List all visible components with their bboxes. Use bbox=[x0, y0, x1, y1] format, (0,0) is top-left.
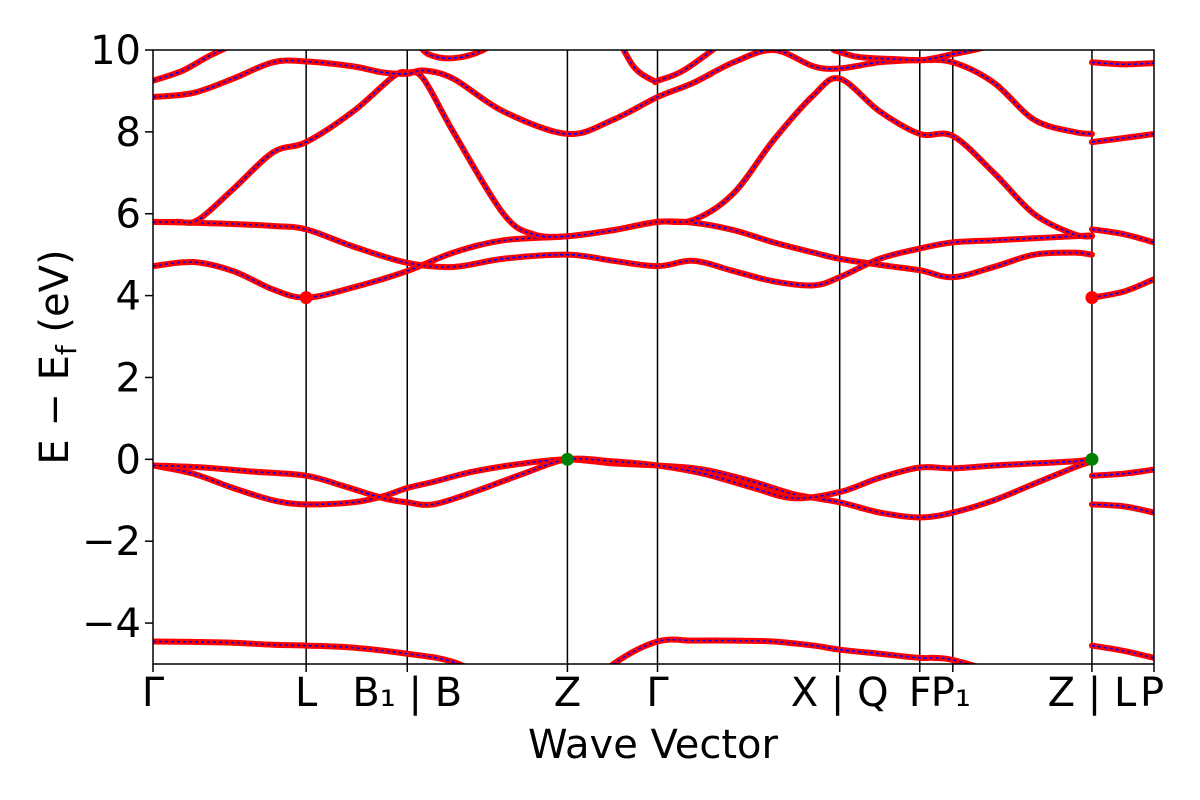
plot-frame bbox=[152, 49, 1155, 665]
x-axis-label: Wave Vector bbox=[528, 722, 779, 768]
band-line-dashed-12 bbox=[153, 50, 486, 82]
x-tick-label-4: Γ bbox=[646, 670, 669, 716]
x-tick-label-6: F bbox=[909, 670, 932, 716]
y-tick-label-0: −4 bbox=[82, 601, 141, 647]
y-tick-label-1: −2 bbox=[82, 519, 141, 565]
x-tick-label-2: B₁ | B bbox=[352, 670, 462, 716]
x-tick-label-5: X | Q bbox=[791, 670, 889, 716]
vbm-point-2 bbox=[560, 452, 574, 466]
y-tick-label-4: 4 bbox=[116, 274, 141, 320]
y-axis-label-main: E − E bbox=[32, 355, 78, 465]
special-points bbox=[299, 291, 1099, 466]
band-line-dashed-10 bbox=[153, 71, 1093, 238]
band-line-dashed-2 bbox=[153, 458, 1093, 519]
y-tick-label-7: 10 bbox=[90, 28, 141, 74]
band-line-dashed-15 bbox=[1091, 61, 1154, 66]
y-axis-label: E − Ef (eV) bbox=[32, 249, 83, 464]
y-tick-label-6: 8 bbox=[116, 110, 141, 156]
y-axis-label-sub: f bbox=[50, 344, 83, 355]
band-line-dashed-9 bbox=[1091, 228, 1154, 244]
y-tick-label-5: 6 bbox=[116, 192, 141, 238]
vbm-point-3 bbox=[1085, 452, 1099, 466]
y-axis-ticks: −4 −2 0 2 4 6 8 10 bbox=[82, 28, 153, 647]
cbm-point-1 bbox=[1085, 291, 1099, 305]
x-tick-label-7: P₁ bbox=[931, 670, 971, 716]
x-tick-label-3: Z bbox=[554, 670, 581, 716]
band-line-dashed-7 bbox=[153, 221, 1092, 287]
x-tick-label-1: L bbox=[295, 670, 318, 716]
x-tick-label-9: P bbox=[1140, 670, 1164, 716]
band-line-dashed-11 bbox=[153, 50, 1093, 135]
band-line-dashed-16 bbox=[1091, 133, 1154, 143]
y-axis-label-unit: (eV) bbox=[32, 249, 78, 345]
band-line-dashed-4 bbox=[1091, 468, 1154, 477]
band-line-dashed-3 bbox=[153, 457, 1093, 506]
band-line-dashed-0 bbox=[153, 638, 971, 664]
x-tick-label-8: Z | L bbox=[1048, 670, 1137, 716]
x-tick-label-0: Γ bbox=[142, 670, 165, 716]
kpoint-lines bbox=[305, 50, 1093, 664]
y-tick-label-3: 2 bbox=[116, 355, 141, 401]
band-line-dashed-1 bbox=[1091, 644, 1154, 659]
cbm-point-0 bbox=[299, 291, 313, 305]
y-tick-label-2: 0 bbox=[116, 437, 141, 483]
band-line-dashed-8 bbox=[1091, 278, 1154, 299]
band-line-dashed-13 bbox=[622, 50, 714, 84]
plot-area bbox=[153, 50, 1154, 664]
bands bbox=[153, 50, 1154, 664]
band-line-dashed-5 bbox=[1091, 503, 1154, 514]
band-line-dashed-14 bbox=[833, 50, 978, 62]
